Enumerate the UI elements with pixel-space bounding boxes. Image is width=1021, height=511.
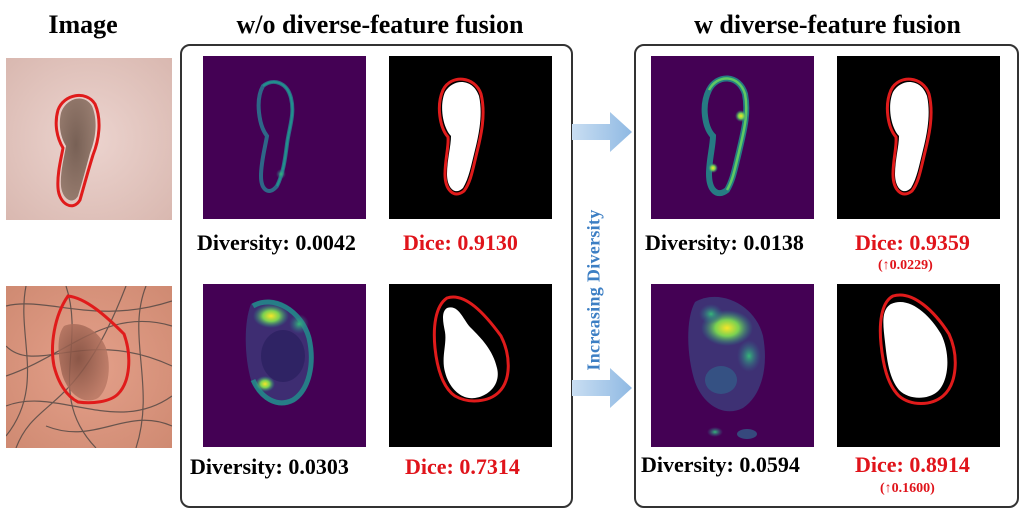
diversity-with-row1: Diversity: 0.0138: [645, 230, 804, 256]
dice-improvement-row1: (↑0.0229): [878, 258, 933, 274]
dice-without-row2: Dice: 0.7314: [405, 454, 520, 480]
heatmap-without-row2: [203, 284, 366, 447]
header-with-fusion: w diverse-feature fusion: [635, 10, 1020, 40]
mask-with-row2: [837, 284, 1000, 447]
increasing-diversity-label: Increasing Diversity: [580, 175, 608, 405]
header-without-fusion: w/o diverse-feature fusion: [185, 10, 575, 40]
input-image-row2: [6, 286, 172, 448]
dice-without-row1: Dice: 0.9130: [403, 230, 518, 256]
input-image-row1: [6, 58, 172, 220]
heatmap-with-row1: [651, 56, 814, 219]
dice-with-row2: Dice: 0.8914: [855, 452, 970, 478]
mask-with-row1: [837, 56, 1000, 219]
mask-without-row2: [389, 284, 552, 447]
diversity-without-row1: Diversity: 0.0042: [197, 230, 356, 256]
dice-improvement-row2: (↑0.1600): [880, 481, 935, 497]
arrow-row1: [572, 110, 634, 154]
heatmap-without-row1: [203, 56, 366, 219]
header-image: Image: [8, 10, 158, 40]
diversity-with-row2: Diversity: 0.0594: [641, 452, 800, 478]
diversity-without-row2: Diversity: 0.0303: [190, 454, 349, 480]
mask-without-row1: [389, 56, 552, 219]
dice-with-row1: Dice: 0.9359: [855, 230, 970, 256]
heatmap-with-row2: [651, 284, 814, 447]
